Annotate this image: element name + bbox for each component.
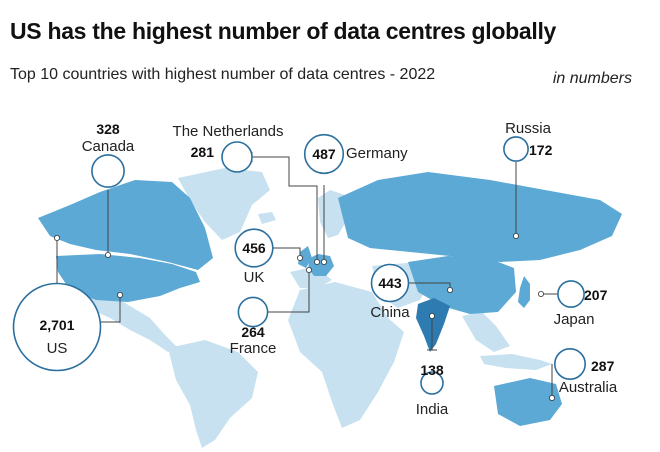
- bubble-japan: [557, 280, 585, 308]
- bubble-canada: [91, 154, 125, 188]
- value-russia: 172: [529, 142, 553, 158]
- bubble-uk: [234, 228, 274, 268]
- bubble-netherlands: [221, 141, 253, 173]
- label-us: US: [47, 340, 68, 357]
- location-dots: [54, 232, 556, 401]
- label-australia: Australia: [559, 379, 618, 396]
- label-canada: Canada: [82, 138, 135, 155]
- value-uk: 456: [242, 240, 266, 256]
- value-japan: 207: [584, 287, 608, 303]
- bubble-australia: [553, 347, 586, 380]
- label-russia: Russia: [505, 120, 552, 137]
- value-us: 2,701: [39, 317, 74, 333]
- chart-subtitle: Top 10 countries with highest number of …: [10, 66, 436, 83]
- label-france: France: [230, 340, 277, 357]
- label-china: China: [370, 304, 410, 321]
- bubble-russia: [503, 136, 529, 162]
- label-germany: Germany: [346, 145, 408, 162]
- value-canada: 328: [96, 121, 120, 137]
- bubble-france: [237, 296, 269, 328]
- value-india: 138: [420, 362, 444, 378]
- value-australia: 287: [591, 358, 615, 374]
- land-other: [78, 168, 552, 448]
- value-netherlands: 281: [191, 144, 215, 160]
- value-germany: 487: [312, 146, 336, 162]
- label-japan: Japan: [554, 311, 595, 328]
- bubbles: [12, 133, 586, 395]
- bubble-us: [12, 282, 102, 372]
- value-china: 443: [378, 275, 402, 291]
- land-top10: [38, 172, 622, 426]
- value-france: 264: [241, 324, 265, 340]
- bubble-china: [370, 263, 410, 303]
- india-shape: [416, 298, 450, 352]
- chart-title: US has the highest number of data centre…: [10, 18, 557, 44]
- label-netherlands: The Netherlands: [173, 123, 284, 140]
- unit-note: in numbers: [552, 70, 632, 87]
- bubble-india: [420, 371, 444, 395]
- bubble-germany: [303, 133, 345, 175]
- label-uk: UK: [244, 269, 265, 286]
- label-india: India: [416, 401, 449, 418]
